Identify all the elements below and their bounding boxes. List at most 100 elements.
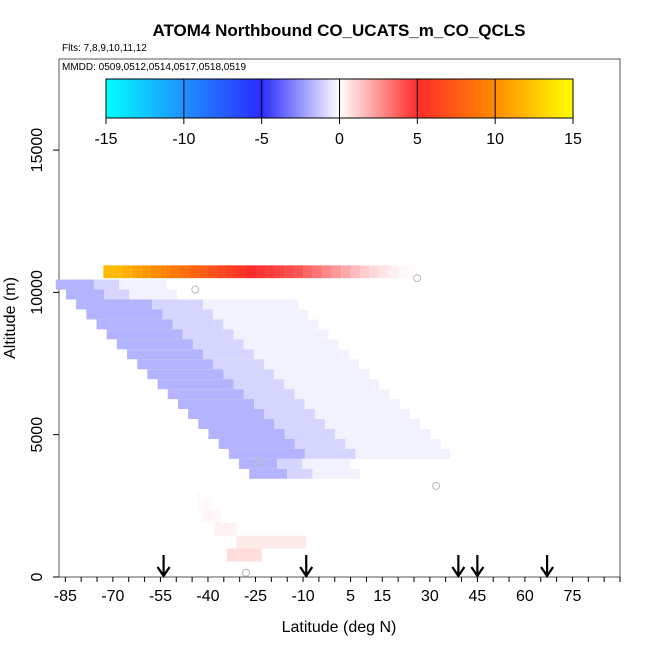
x-tick-label: -85	[54, 588, 77, 605]
x-tick-label: 30	[421, 588, 439, 605]
heatmap-cell	[360, 265, 370, 279]
heatmap-cell	[122, 265, 132, 279]
heatmap-cell	[284, 379, 380, 390]
sample-markers	[191, 274, 441, 577]
heatmap-cell	[277, 458, 303, 469]
heatmap-cell	[284, 265, 294, 279]
colorbar-tick-label: -15	[94, 131, 117, 148]
colorbar-tick-label: 5	[413, 131, 422, 148]
chart-title: ATOM4 Northbound CO_UCATS_m_CO_QCLS	[152, 21, 525, 40]
y-tick-label: 0	[29, 572, 46, 581]
heatmap-cell	[223, 319, 319, 330]
heatmap-cell	[192, 339, 244, 350]
heatmap-cell	[236, 265, 246, 279]
heatmap-cell	[379, 265, 389, 279]
y-axis-label: Altitude (m)	[2, 277, 19, 359]
heatmap-cell	[213, 309, 309, 320]
heatmap-cell	[137, 359, 214, 370]
x-axis-label: Latitude (deg N)	[282, 619, 397, 636]
heatmap-cell	[233, 379, 285, 390]
heatmap-cell	[104, 289, 130, 300]
heatmap-cell	[345, 438, 441, 449]
flight-arrow-head	[540, 566, 555, 578]
heatmap-cell	[265, 265, 275, 279]
heatmap-cell	[302, 458, 350, 469]
colorbar-tick-label: -5	[255, 131, 269, 148]
heatmap-cell	[202, 299, 299, 310]
heatmap-cell	[243, 389, 295, 400]
heatmap-cell	[398, 265, 408, 279]
heatmap-cell	[172, 319, 224, 330]
flight-arrow-head	[470, 566, 485, 578]
x-tick-label: -40	[196, 588, 219, 605]
heatmap-cell	[157, 379, 234, 390]
heatmap-cell	[255, 265, 266, 279]
heatmap-cell	[86, 309, 163, 320]
heatmap-cell	[214, 522, 237, 536]
heatmap-cells	[55, 265, 451, 562]
x-tick-label: -10	[291, 588, 314, 605]
heatmap-cell	[312, 265, 323, 279]
flights-label: Flts: 7,8,9,10,11,12	[62, 43, 147, 54]
heatmap-cell	[207, 265, 218, 279]
sample-marker	[242, 568, 250, 577]
heatmap-cell	[213, 359, 265, 370]
heatmap-cell	[233, 329, 329, 340]
heatmap-cell	[304, 399, 400, 410]
heatmap-cell	[119, 279, 167, 290]
x-tick-label: -55	[149, 588, 172, 605]
heatmap-cell	[274, 369, 370, 380]
x-tick-label: 60	[516, 588, 534, 605]
flight-arrow-head	[451, 566, 466, 578]
heatmap-cell	[264, 409, 315, 420]
heatmap-cell	[350, 265, 361, 279]
heatmap-cell	[203, 349, 254, 360]
heatmap-cell	[249, 468, 288, 479]
x-tick-label: 45	[468, 588, 486, 605]
heatmap-cell	[322, 265, 332, 279]
sample-marker	[254, 457, 263, 466]
heatmap-cell	[226, 548, 262, 562]
heatmap-cell	[228, 448, 305, 459]
heatmap-cell	[208, 429, 285, 439]
heatmap-cell	[294, 438, 346, 449]
heatmap-cell	[312, 468, 361, 479]
heatmap-cell	[293, 265, 304, 279]
y-axis: 0 5000 10000 15000	[29, 128, 59, 581]
plot-frame	[58, 58, 621, 578]
heatmap-cell	[264, 359, 360, 370]
colorbar-tick-label: 0	[335, 131, 344, 148]
y-tick-label: 10000	[29, 270, 46, 315]
dates-label: MMDD: 0509,0512,0514,0517,0518,0519	[62, 62, 246, 73]
colorbar-tick-label: 10	[486, 131, 504, 148]
x-tick-label: -70	[101, 588, 124, 605]
colorbar: -15 -10 -5 0 5 10 15	[94, 78, 582, 148]
heatmap-cell	[182, 329, 234, 340]
heatmap-cell	[284, 429, 336, 439]
heatmap-cell	[253, 349, 349, 360]
heatmap-cell	[254, 399, 305, 410]
x-tick-label: 75	[564, 588, 582, 605]
heatmap-cell	[188, 265, 199, 279]
heatmap-cell	[274, 265, 285, 279]
heatmap-cell	[407, 265, 418, 279]
heatmap-cell	[355, 448, 451, 459]
heatmap-cell	[66, 289, 105, 300]
heatmap-cell	[303, 265, 313, 279]
y-tick-label: 5000	[29, 417, 46, 453]
heatmap-cell	[141, 265, 151, 279]
x-tick-label: 15	[373, 588, 391, 605]
heatmap-cell	[236, 535, 307, 549]
heatmap-cell	[131, 265, 142, 279]
heatmap-cell	[76, 299, 153, 310]
heatmap-cell	[243, 339, 339, 350]
heatmap-cell	[112, 265, 123, 279]
heatmap-cell	[179, 265, 189, 279]
heatmap-cell	[369, 265, 380, 279]
heatmap-cell	[169, 265, 180, 279]
heatmap-cell	[152, 299, 203, 310]
heatmap-cell	[127, 349, 204, 360]
heatmap-cell	[217, 265, 227, 279]
colorbar-tick-label: 15	[564, 131, 582, 148]
